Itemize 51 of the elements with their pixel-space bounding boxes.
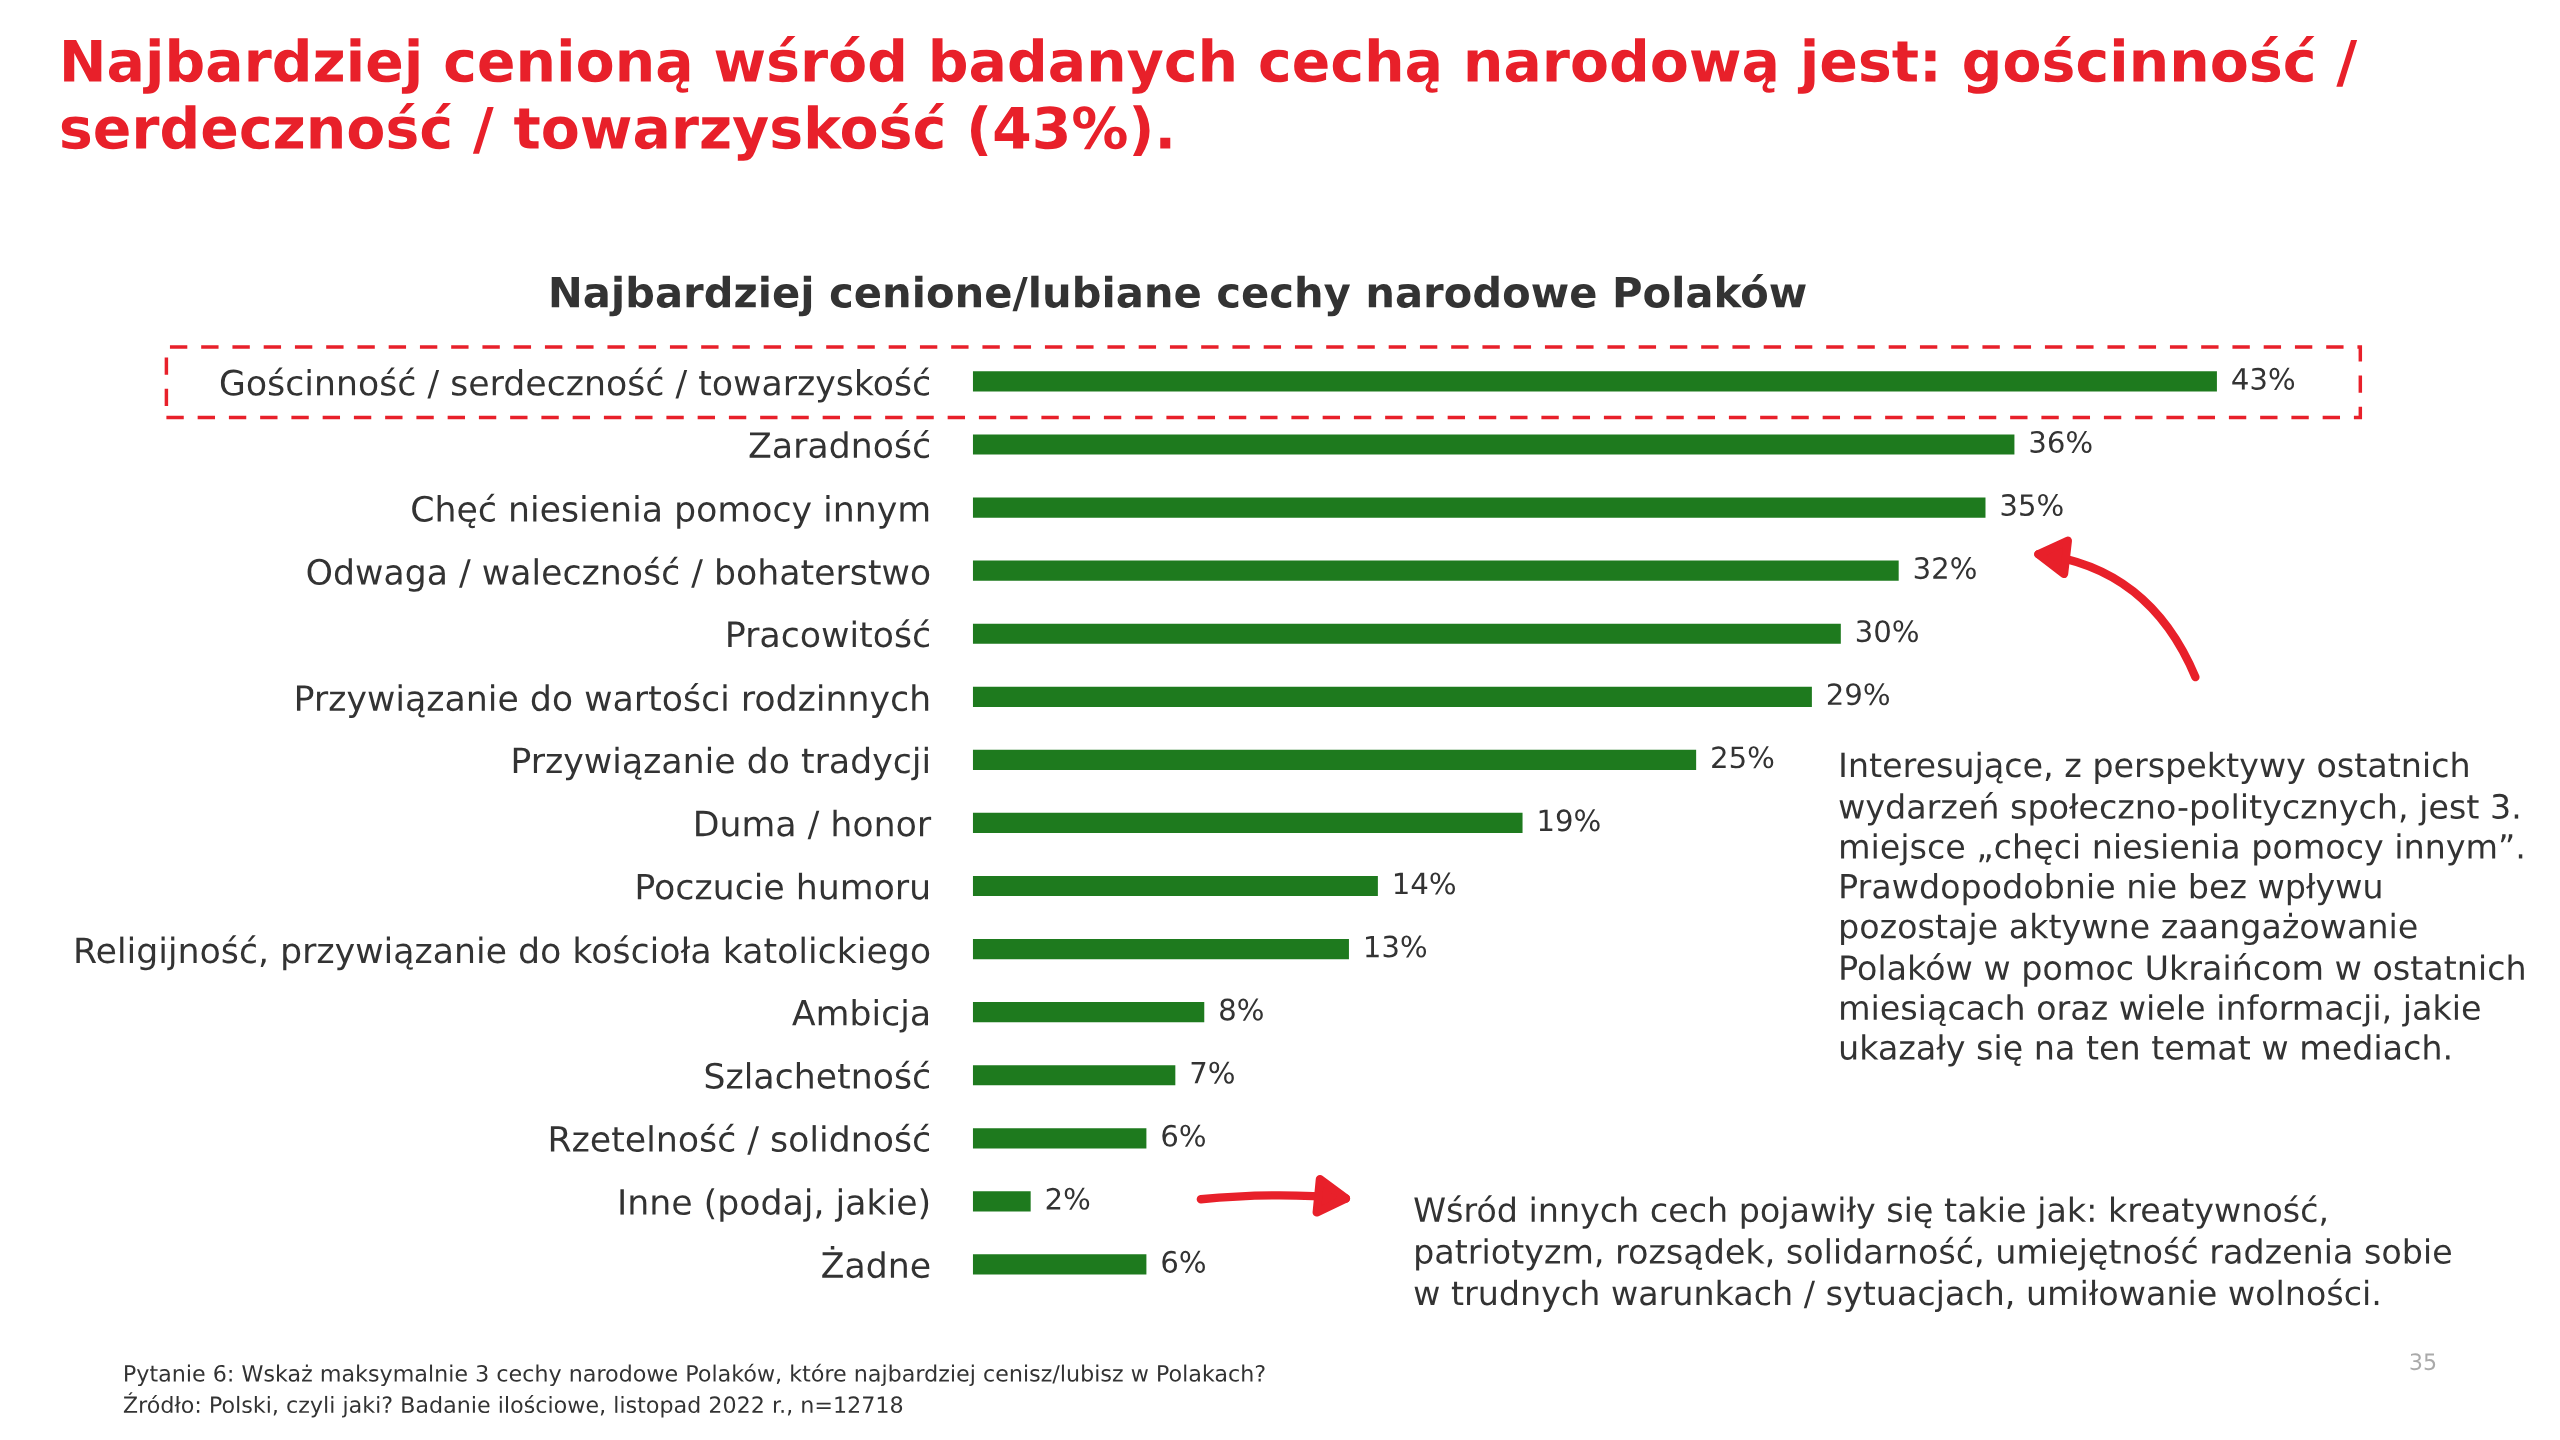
data-label: 19% <box>1539 809 1600 832</box>
bar <box>972 1191 1031 1212</box>
data-label: 32% <box>1914 557 1976 580</box>
data-label: 13% <box>1366 935 1427 958</box>
bar <box>972 497 1986 518</box>
bar <box>972 749 1697 770</box>
y-tick-label: Pracowitość <box>728 619 929 648</box>
bar <box>972 1128 1147 1149</box>
y-tick-label: Odwaga / waleczność / bohaterstwo <box>307 556 930 592</box>
bar <box>972 939 1349 960</box>
y-tick-label: Zaradność <box>749 429 929 459</box>
data-label: 35% <box>2001 494 2063 517</box>
annotation: Wśród innych cech pojawiły się takie jak: kreatywność, patriotyzm, rozsądek, solidarność, umiejętność radzenia sobie w trudnych warunkach / sytuacjach, umiłowanie wolności. <box>1414 1195 2451 1312</box>
y-tick-label: Gościnność / serdeczność / towarzyskość <box>220 367 929 403</box>
text: Pytanie 6: Wskaż maksymalnie 3 cechy narodowe Polaków, które najbardziej cenisz/lubisz w Polakach? Źródło: Polski, czyli jaki? Badanie ilościowe, listopad 2022 r., n=12718 <box>123 1363 1265 1418</box>
bar <box>972 434 2015 455</box>
bar <box>972 1002 1205 1023</box>
data-label: 29% <box>1827 683 1889 706</box>
data-label: 36% <box>2030 430 2092 453</box>
y-tick-label: Chęć niesienia pomocy innym <box>412 493 929 529</box>
bar <box>972 623 1841 644</box>
bar <box>972 875 1378 897</box>
data-label: 14% <box>1394 872 1455 895</box>
y-tick-label: Żadne <box>822 1245 930 1279</box>
data-label: 25% <box>1712 746 1774 769</box>
data-label: 6% <box>1162 1124 1205 1147</box>
data-label: 7% <box>1191 1061 1234 1084</box>
bar <box>972 812 1523 834</box>
y-tick-label: Rzetelność / solidność <box>550 1123 929 1155</box>
annotation: Interesujące, z perspektywy ostatnich wydarzeń społeczno-politycznych, jest 3. miejsce „chęci niesienia pomocy innym”. Prawdopodobnie nie bez wpływu pozostaje aktywne zaangażowanie Polaków w pomoc Ukraińcom w ostatnich miesiącach oraz wiele informacji, jakie ukazały się na ten temat w mediach. <box>1839 751 2524 1067</box>
y-tick-label: Poczucie humoru <box>637 872 928 900</box>
y-tick-label: Ambicja <box>792 998 928 1033</box>
data-label: 43% <box>2232 367 2295 390</box>
bar <box>972 560 1899 581</box>
bar <box>972 1065 1176 1086</box>
y-tick-label: Duma / honor <box>696 809 932 840</box>
data-label: 6% <box>1162 1250 1205 1273</box>
y-tick-label: Religijność, przywiązanie do kościoła katolickiego <box>76 935 930 971</box>
y-tick-label: Szlachetność <box>705 1060 929 1089</box>
bar <box>972 686 1812 707</box>
bar <box>972 1254 1147 1275</box>
data-label: 8% <box>1220 998 1263 1021</box>
data-label: 30% <box>1856 620 1918 643</box>
chart-subtitle: Najbardziej cenione/lubiane cechy narodowe Polaków <box>551 274 1806 317</box>
bar <box>972 371 2217 392</box>
chart-title: Najbardziej cenioną wśród badanych cechą narodową jest: gościnność / serdeczność / towarzyskość (43%). <box>61 36 2358 161</box>
data-label: 2% <box>1046 1187 1090 1210</box>
y-tick-label: Inne (podaj, jakie) <box>620 1188 929 1222</box>
text: 35 <box>2410 1353 2436 1371</box>
y-tick-label: Przywiązanie do tradycji <box>513 746 928 781</box>
y-tick-label: Przywiązanie do wartości rodzinnych <box>296 682 929 718</box>
